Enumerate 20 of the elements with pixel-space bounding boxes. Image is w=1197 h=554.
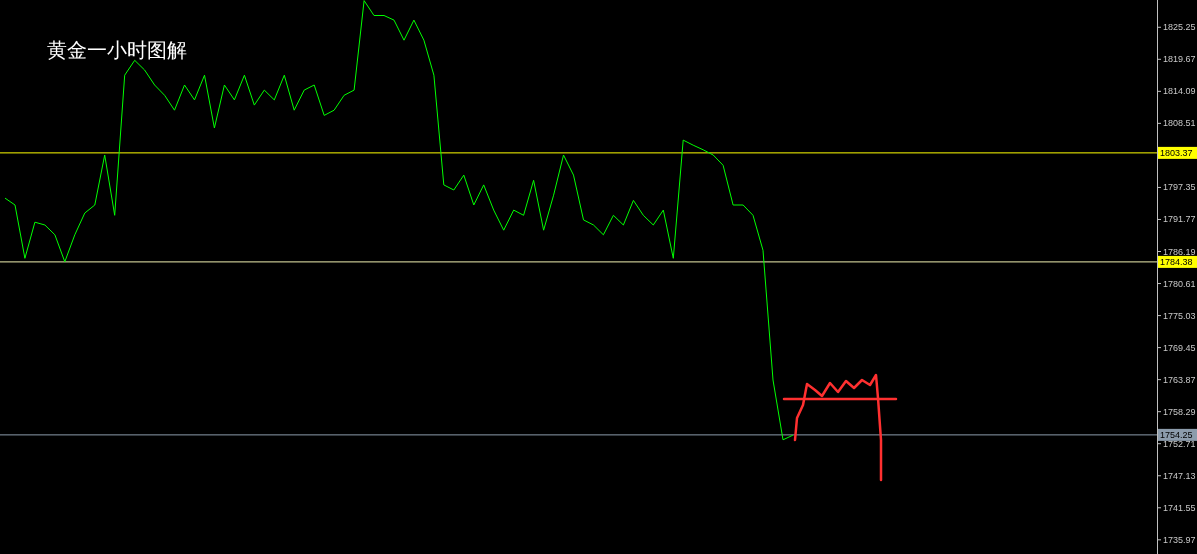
ref-line-label: 1803.37 bbox=[1160, 148, 1193, 159]
y-tick-label: 1741.55 bbox=[1163, 502, 1196, 513]
text: 黄金一小时图解 bbox=[47, 39, 187, 61]
y-tick-label: 1797.35 bbox=[1163, 182, 1196, 193]
y-tick-label: 1747.13 bbox=[1163, 470, 1196, 481]
ref-line-label: 1784.38 bbox=[1160, 257, 1193, 268]
y-tick-label: 1791.77 bbox=[1163, 214, 1196, 225]
y-tick-label: 1758.29 bbox=[1163, 406, 1196, 417]
y-tick-label: 1780.61 bbox=[1163, 278, 1196, 289]
y-tick-label: 1814.09 bbox=[1163, 86, 1196, 97]
y-tick-label: 1819.67 bbox=[1163, 54, 1196, 65]
y-tick-label: 1808.51 bbox=[1163, 118, 1196, 129]
y-tick-label: 1775.03 bbox=[1163, 310, 1196, 321]
y-tick-label: 1763.87 bbox=[1163, 374, 1196, 385]
y-tick-label: 1769.45 bbox=[1163, 342, 1196, 353]
y-tick-label: 1825.25 bbox=[1163, 22, 1196, 33]
y-tick-label: 1735.97 bbox=[1163, 534, 1196, 545]
ref-line-label: 1754.25 bbox=[1160, 430, 1193, 441]
y-tick-label: 1752.71 bbox=[1163, 438, 1196, 449]
y-tick-label: 1786.19 bbox=[1163, 246, 1196, 257]
